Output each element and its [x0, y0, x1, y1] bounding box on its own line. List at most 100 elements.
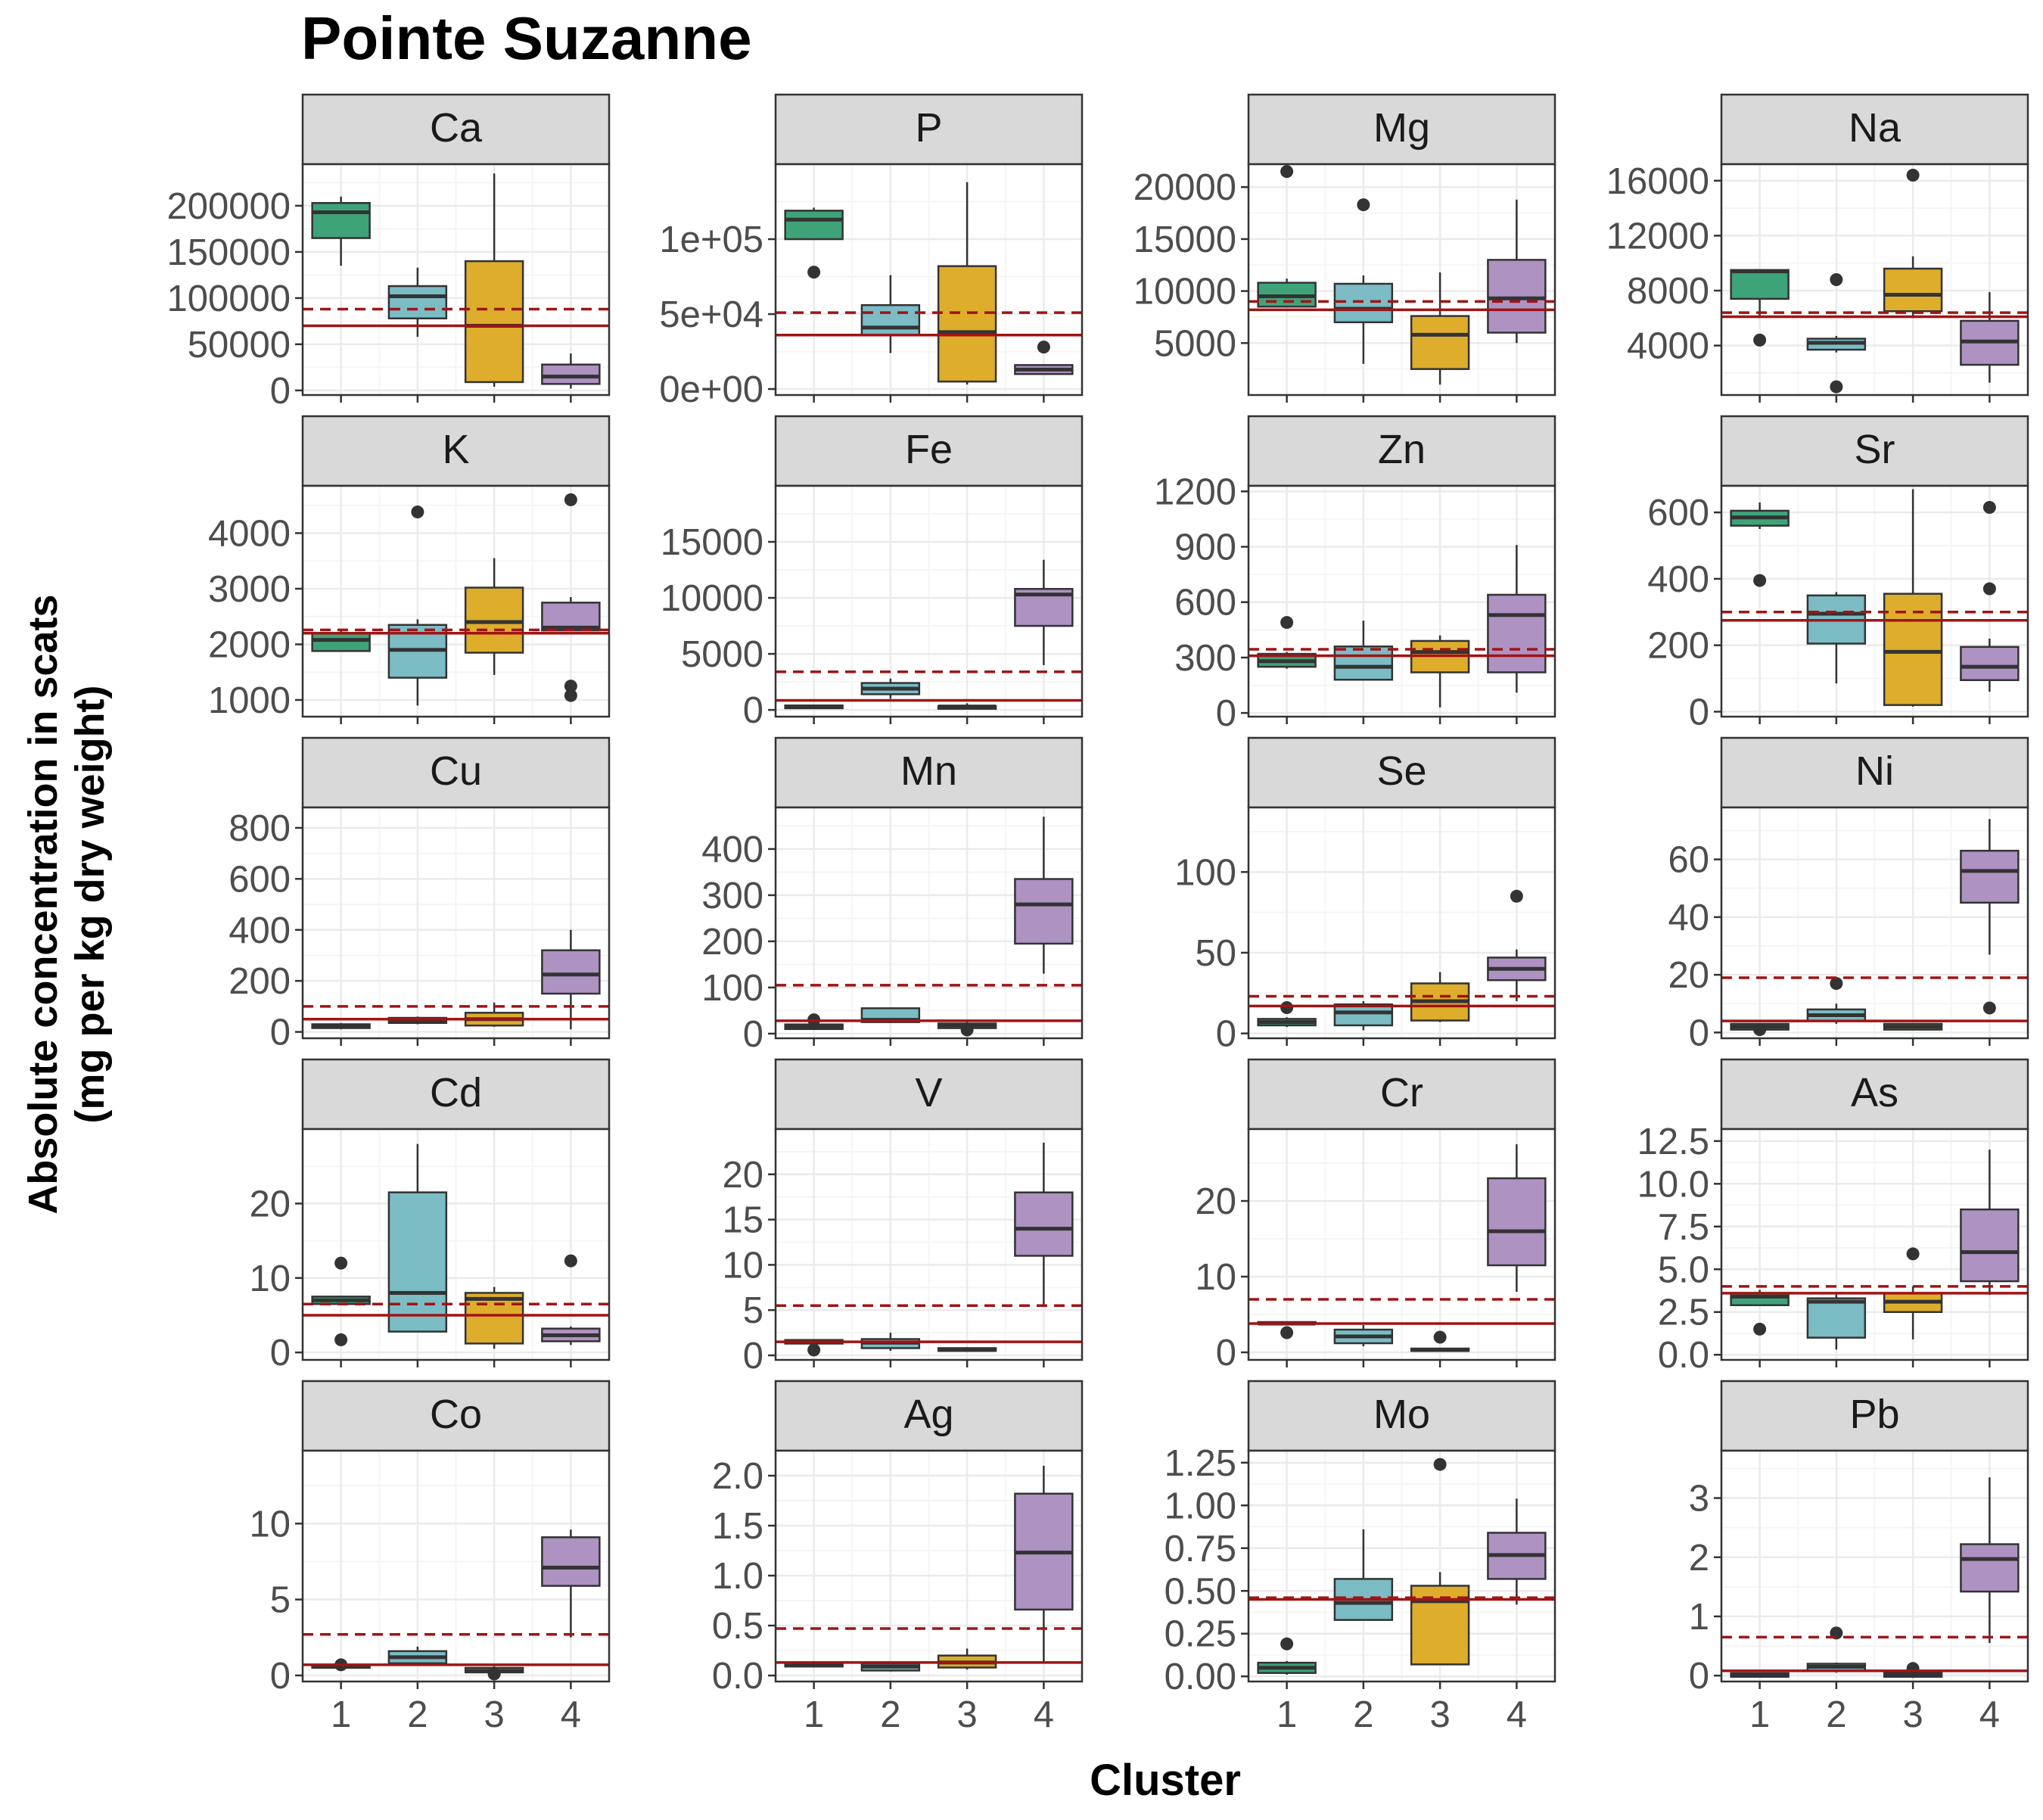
panel-ca: Ca 0 50000 100000 150000 200000	[166, 93, 611, 412]
panel-cd: Cd 0 10 20	[249, 1058, 611, 1374]
outlier-point	[564, 493, 577, 506]
y-tick-label: 0	[1216, 1014, 1236, 1055]
y-tick-label: 5	[743, 1290, 763, 1331]
box-cluster-4	[1014, 817, 1074, 974]
y-tick-label: 0	[1216, 693, 1236, 734]
y-tick-label: 1	[1689, 1597, 1709, 1638]
y-tick-label: 600	[229, 859, 291, 900]
box	[937, 265, 997, 383]
box-cluster-2	[1806, 1293, 1867, 1350]
panel-co: Co 0 5 10 1 2 3 4	[249, 1380, 611, 1735]
box-cluster-1	[311, 1658, 371, 1672]
facet-label: Cd	[430, 1070, 482, 1115]
box	[1487, 593, 1547, 674]
y-tick-label: 0	[270, 1656, 291, 1697]
y-tick-label: 0.25	[1165, 1614, 1236, 1655]
box-cluster-3	[1883, 169, 1943, 319]
y-tick-label: 0.5	[712, 1606, 763, 1647]
box-cluster-3	[1883, 1022, 1943, 1031]
box-cluster-3	[1883, 1247, 1943, 1339]
panel-k: K 1000 2000 3000 4000	[208, 415, 611, 724]
y-tick-label: 5.0	[1658, 1249, 1709, 1290]
outlier-point	[1830, 977, 1843, 991]
x-tick-label: 1	[1749, 1694, 1770, 1735]
y-tick-label: 10	[249, 1258, 291, 1299]
x-tick-label: 3	[484, 1694, 504, 1735]
box-cluster-4	[1487, 545, 1547, 693]
facet-strip	[1247, 93, 1556, 166]
y-tick-label: 1.25	[1165, 1443, 1236, 1484]
box	[464, 1292, 524, 1345]
x-tick-label: 1	[804, 1694, 824, 1735]
y-tick-label: 8000	[1627, 271, 1709, 312]
box-cluster-4	[1960, 501, 2020, 692]
box-cluster-1	[1730, 1672, 1790, 1678]
y-tick-label: 15	[722, 1200, 763, 1241]
facet-label: Mg	[1373, 105, 1430, 151]
y-tick-label: 20	[1668, 955, 1709, 996]
box-cluster-2	[387, 267, 448, 338]
facet-strip	[1247, 1058, 1556, 1131]
y-tick-label: 200	[229, 961, 291, 1002]
outlier-point	[564, 680, 577, 693]
panel-border	[1247, 806, 1556, 1040]
panel-border	[1247, 1449, 1556, 1683]
box	[387, 1191, 448, 1333]
box-cluster-3	[1410, 272, 1470, 385]
outlier-point	[1982, 582, 1996, 596]
y-tick-label: 400	[701, 829, 763, 870]
y-tick-label: 20	[722, 1155, 763, 1196]
box	[1960, 849, 2020, 904]
y-tick-label: 0.50	[1165, 1571, 1236, 1612]
box-cluster-2	[1806, 977, 1867, 1024]
panel-mn: Mn 0 100 200 300 400	[701, 736, 1084, 1055]
outlier-point	[564, 689, 577, 702]
box-cluster-2	[1333, 1000, 1394, 1031]
box	[311, 201, 371, 239]
box-cluster-3	[464, 173, 524, 387]
panel-mg: Mg 5000 10000 15000 20000	[1133, 93, 1556, 403]
x-tick-label: 4	[561, 1694, 581, 1735]
y-tick-label: 3	[1689, 1479, 1709, 1520]
box	[387, 285, 448, 319]
x-tick-label: 2	[1826, 1694, 1846, 1735]
y-tick-label: 1.0	[712, 1556, 763, 1597]
box	[541, 949, 601, 995]
y-tick-label: 400	[229, 910, 291, 951]
y-tick-label: 7.5	[1658, 1207, 1709, 1248]
outlier-point	[1906, 1662, 1920, 1675]
y-tick-label: 0	[743, 1014, 763, 1055]
x-tick-label: 3	[1429, 1694, 1450, 1735]
x-tick-label: 4	[1034, 1694, 1054, 1735]
box	[1487, 1177, 1547, 1267]
box	[1883, 267, 1943, 313]
box	[1014, 878, 1074, 945]
y-tick-label: 600	[1647, 493, 1709, 534]
y-tick-label: 2.0	[712, 1456, 763, 1497]
y-tick-label: 300	[701, 876, 763, 916]
facet-strip	[301, 93, 611, 166]
panel-p: P 0e+00 5e+04 1e+05	[659, 93, 1084, 410]
facet-strip	[301, 1058, 611, 1131]
box-cluster-4	[541, 1529, 601, 1638]
y-tick-label: 40	[1668, 898, 1709, 938]
y-tick-label: 20	[249, 1184, 291, 1224]
box-cluster-3	[1410, 1330, 1470, 1352]
x-tick-label: 3	[956, 1694, 977, 1735]
y-tick-label: 0e+00	[659, 369, 763, 410]
outlier-point	[1280, 165, 1294, 179]
y-tick-label: 0	[743, 690, 763, 731]
y-tick-label: 50000	[188, 325, 291, 366]
box-cluster-2	[860, 275, 921, 353]
box-cluster-3	[464, 1286, 524, 1349]
y-tick-label: 0	[1216, 1333, 1236, 1374]
facet-label: Ag	[903, 1392, 953, 1437]
box-cluster-2	[1333, 1325, 1394, 1346]
box-cluster-2	[1806, 1626, 1867, 1673]
box-cluster-1	[1257, 1000, 1317, 1028]
box	[1333, 282, 1394, 324]
box	[464, 260, 524, 384]
facet-label: Na	[1849, 105, 1902, 151]
x-tick-label: 4	[1507, 1694, 1527, 1735]
panel-border	[774, 163, 1084, 397]
